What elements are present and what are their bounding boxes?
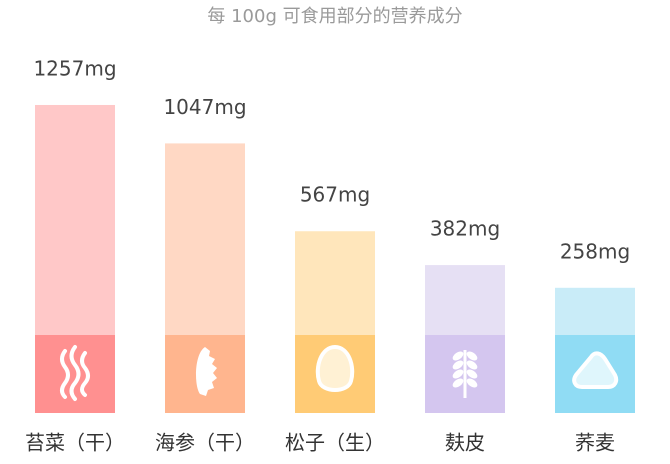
bar-icon	[165, 335, 245, 413]
icon-shape	[452, 378, 464, 388]
icon-shape	[572, 351, 619, 389]
x-tick-label: 荞麦	[575, 431, 615, 455]
icon-shape	[466, 351, 478, 361]
icon-shape	[452, 351, 464, 361]
icon-shape	[466, 369, 478, 379]
icon-stroke	[80, 351, 90, 397]
x-tick-label: 麸皮	[445, 431, 485, 455]
icon-shape	[466, 360, 478, 370]
icon-shape	[452, 369, 464, 379]
x-tick-label: 松子（生）	[285, 431, 385, 455]
icon-shape	[195, 347, 217, 396]
icon-shape	[452, 360, 464, 370]
x-tick-label: 海参（干）	[155, 431, 255, 455]
icon-stroke	[60, 349, 70, 399]
icon-stroke	[69, 345, 81, 401]
value-label: 382mg	[430, 217, 500, 241]
bar-icon	[425, 335, 505, 413]
bar-icon	[555, 335, 635, 413]
icon-shape	[315, 344, 355, 392]
value-label: 567mg	[300, 183, 370, 207]
value-label: 1257mg	[33, 56, 116, 80]
chart-title: 每 100g 可食用部分的营养成分	[207, 6, 462, 27]
value-label: 1047mg	[163, 95, 246, 119]
icon-shape	[466, 378, 478, 388]
bar-icon	[295, 335, 375, 413]
value-label: 258mg	[560, 239, 630, 263]
bar-icon	[35, 335, 115, 413]
x-tick-label: 苔菜（干）	[25, 431, 125, 455]
